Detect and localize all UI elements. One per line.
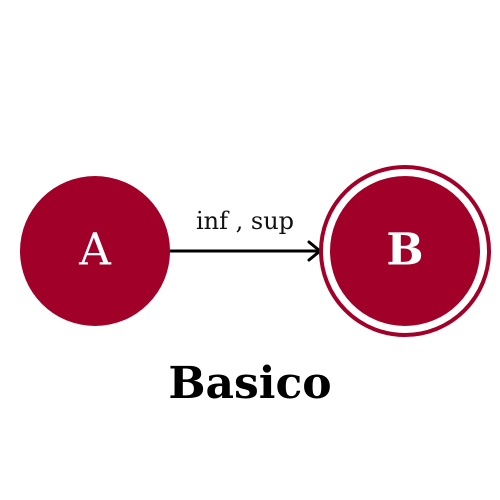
state-node-b: B: [319, 165, 491, 337]
state-node-a-circle: [20, 176, 170, 326]
state-node-b-circle: [330, 176, 480, 326]
transition-label: inf , sup: [196, 207, 294, 235]
state-node-a: A: [20, 176, 170, 326]
diagram-caption: Basico: [168, 358, 332, 409]
state-node-b-outer-ring: [319, 165, 491, 337]
transition-a-to-b: inf , sup: [170, 207, 322, 262]
state-node-b-label: B: [386, 225, 423, 276]
state-node-a-label: A: [78, 225, 112, 276]
